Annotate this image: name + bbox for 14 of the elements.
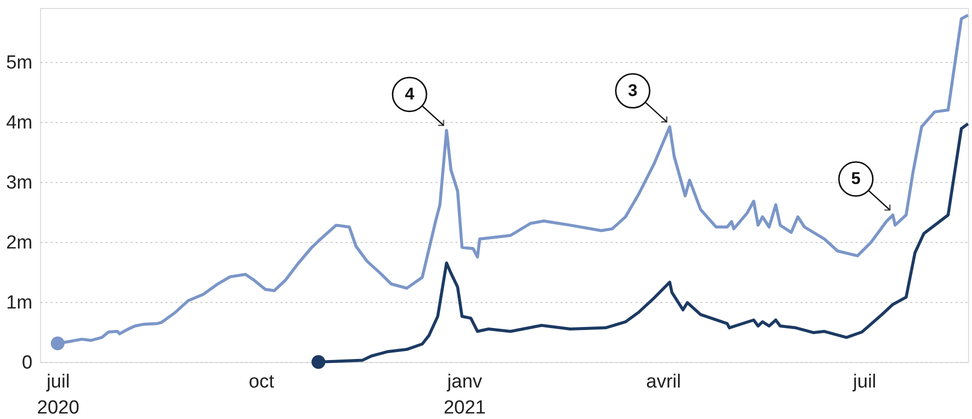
x-tick-label: avril bbox=[646, 372, 682, 392]
y-tick-label: 3m bbox=[6, 172, 32, 194]
annotation: 3 bbox=[628, 80, 638, 100]
y-tick-label: 0 bbox=[22, 352, 32, 374]
y-tick-label: 1m bbox=[6, 292, 32, 314]
x-tick-label: oct bbox=[248, 372, 275, 392]
x-tick-label: juil 2020 bbox=[37, 372, 80, 418]
y-tick-label: 4m bbox=[6, 112, 32, 134]
x-tick-label: janv 2021 bbox=[444, 372, 486, 418]
annotation: 5 bbox=[851, 169, 861, 188]
x-tick-label: juil bbox=[852, 372, 876, 392]
annotation: 4 bbox=[404, 84, 415, 104]
y-tick-label: 5m bbox=[6, 52, 32, 74]
y-tick-label: 2m bbox=[6, 232, 32, 254]
